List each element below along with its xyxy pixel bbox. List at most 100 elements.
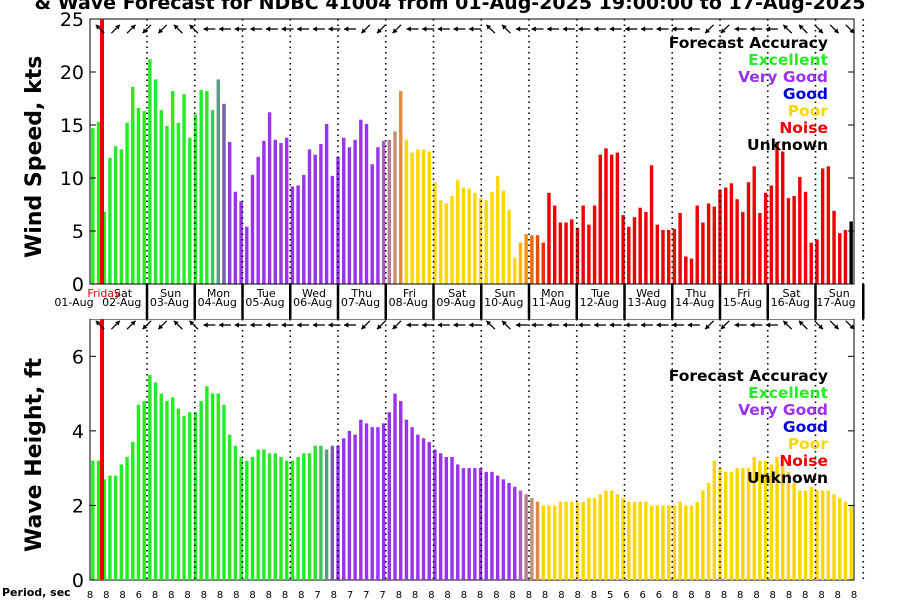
period-value: 8 bbox=[477, 590, 483, 600]
wind-bar bbox=[501, 190, 506, 284]
wave-bar bbox=[290, 460, 295, 580]
wind-bar bbox=[781, 151, 785, 284]
wind-arrow-head bbox=[783, 24, 789, 30]
wind-arrow-head bbox=[531, 26, 536, 32]
wind-arrow-head bbox=[818, 28, 823, 34]
wave-bar bbox=[91, 460, 95, 580]
wind-bar bbox=[370, 164, 374, 284]
wave-bar bbox=[330, 445, 335, 580]
wind-bar bbox=[735, 199, 739, 284]
wave-bar bbox=[849, 505, 853, 580]
wind-arrow-head bbox=[486, 320, 492, 326]
wind-arrow-head bbox=[437, 322, 442, 328]
wind-arrow-head bbox=[705, 324, 710, 330]
wind-arrow-head bbox=[392, 28, 398, 34]
wave-bar bbox=[530, 497, 534, 580]
y-tick-label: 20 bbox=[60, 62, 84, 84]
wind-bar bbox=[558, 222, 563, 284]
wind-bar bbox=[701, 222, 705, 284]
date-label: 06-Aug bbox=[293, 296, 332, 309]
day-label: Sun bbox=[495, 287, 516, 300]
wave-bar bbox=[649, 505, 654, 580]
period-value: 8 bbox=[770, 590, 776, 600]
wind-arrow-head bbox=[328, 26, 333, 32]
wave-bar bbox=[541, 505, 545, 580]
wave-bar bbox=[227, 434, 232, 580]
wind-arrow-head bbox=[281, 322, 286, 328]
wind-bar bbox=[826, 166, 831, 284]
period-value: 8 bbox=[835, 590, 841, 600]
wave-bar bbox=[581, 501, 585, 580]
wind-arrow-head bbox=[142, 28, 148, 34]
wind-bar bbox=[552, 205, 557, 284]
wind-arrow-head bbox=[173, 320, 179, 326]
wind-arrow-head bbox=[765, 322, 771, 328]
wind-arrow-head bbox=[361, 28, 367, 34]
wind-bar bbox=[113, 146, 118, 284]
wind-arrow-head bbox=[95, 320, 101, 326]
wind-bar bbox=[148, 59, 152, 284]
wave-bar bbox=[803, 490, 808, 580]
wind-arrow-head bbox=[422, 322, 427, 328]
wind-bar bbox=[507, 209, 511, 284]
wind-arrow-head bbox=[437, 26, 442, 32]
wave-bar bbox=[684, 505, 688, 580]
wave-bar bbox=[256, 449, 260, 580]
period-value: 8 bbox=[786, 590, 792, 600]
wave-bar bbox=[284, 460, 289, 580]
wave-bar bbox=[370, 427, 374, 580]
period-value: 8 bbox=[672, 590, 678, 600]
wave-bar bbox=[119, 464, 124, 580]
wind-arrow-head bbox=[422, 26, 427, 32]
date-label: 04-Aug bbox=[198, 296, 237, 309]
wind-bar bbox=[108, 157, 112, 284]
period-value: 8 bbox=[688, 590, 694, 600]
wind-bar bbox=[832, 210, 836, 284]
period-value: 6 bbox=[640, 590, 646, 600]
wind-arrow-head bbox=[734, 322, 739, 328]
wind-arrow-head bbox=[203, 26, 208, 32]
period-value: 8 bbox=[249, 590, 255, 600]
legend-title: Forecast Accuracy bbox=[668, 367, 828, 385]
wind-bar bbox=[233, 191, 238, 284]
wind-bar bbox=[684, 256, 688, 284]
wind-bar bbox=[820, 168, 825, 284]
wind-bar bbox=[655, 224, 660, 284]
wave-bar bbox=[342, 438, 346, 580]
wind-arrow-head bbox=[833, 324, 839, 330]
wind-arrow-head bbox=[705, 28, 710, 34]
legend-title: Forecast Accuracy bbox=[668, 34, 828, 52]
y-tick-label: 10 bbox=[60, 168, 84, 190]
date-label: 17-Aug bbox=[816, 296, 855, 309]
wave-bar bbox=[501, 479, 506, 580]
wind-arrow-head bbox=[115, 320, 120, 326]
wind-bar bbox=[450, 196, 454, 284]
wave-bar bbox=[376, 427, 380, 580]
wave-bar bbox=[712, 460, 717, 580]
wind-bar bbox=[456, 180, 460, 284]
legend-unknown: Unknown bbox=[747, 469, 828, 487]
wave-bar bbox=[718, 468, 722, 580]
wave-bar bbox=[775, 456, 779, 580]
wave-bar bbox=[638, 501, 642, 580]
wave-bar bbox=[781, 460, 785, 580]
legend-very-good: Very Good bbox=[738, 68, 828, 86]
wind-arrow-head bbox=[392, 324, 398, 330]
wave-bar bbox=[798, 490, 802, 580]
wind-arrow-head bbox=[406, 26, 411, 32]
wind-bar bbox=[182, 94, 186, 284]
date-label: 14-Aug bbox=[675, 296, 714, 309]
wind-bar bbox=[319, 144, 323, 284]
wind-arrow-head bbox=[130, 320, 136, 326]
wind-bar bbox=[347, 147, 352, 284]
period-value: 8 bbox=[591, 590, 597, 600]
wind-bar bbox=[798, 176, 802, 284]
wave-bar bbox=[313, 445, 317, 580]
wind-bar bbox=[621, 215, 625, 284]
wind-arrow-head bbox=[453, 322, 458, 328]
period-value: 8 bbox=[493, 590, 499, 600]
wind-arrow-head bbox=[750, 322, 755, 328]
wave-bar bbox=[678, 501, 682, 580]
period-value: 5 bbox=[607, 590, 613, 600]
wind-arrow-head bbox=[377, 324, 382, 330]
